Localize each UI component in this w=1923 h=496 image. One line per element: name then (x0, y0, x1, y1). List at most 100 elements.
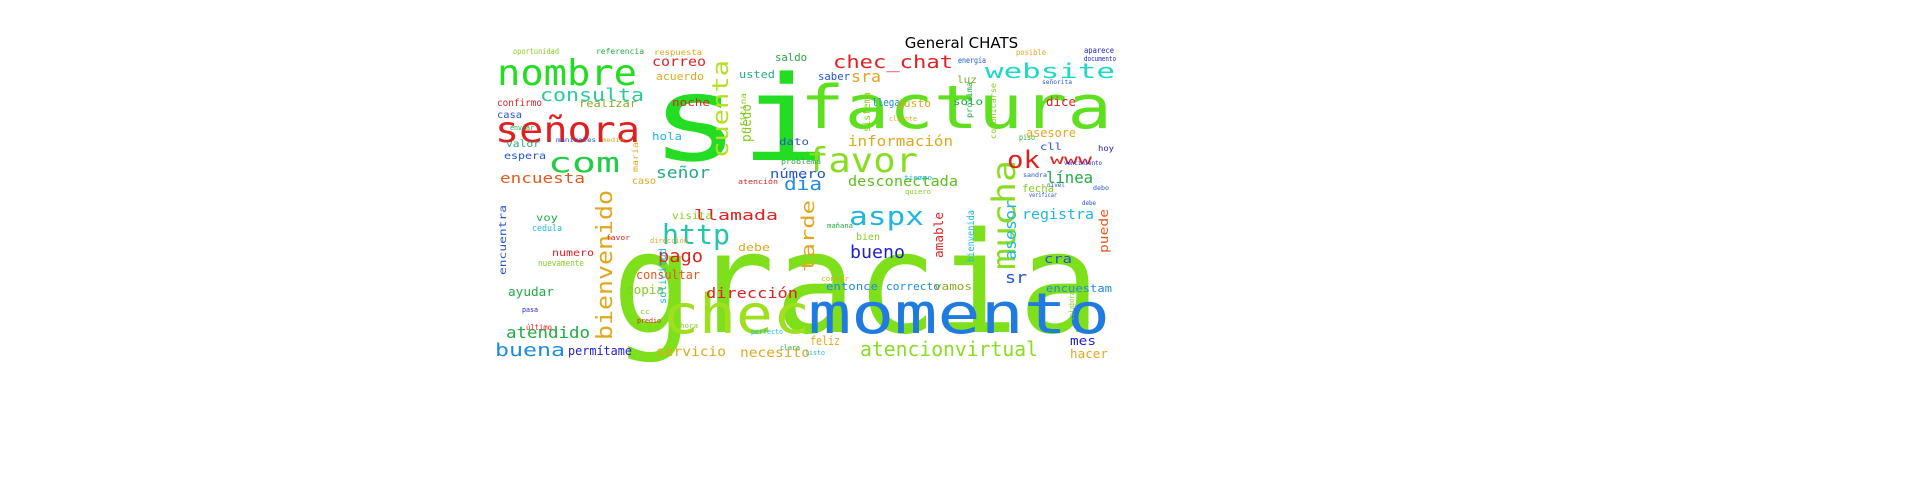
word-68: visita (672, 211, 712, 222)
word-33: número (770, 167, 826, 181)
word-70: solo (953, 97, 983, 108)
word-66: hola (652, 130, 682, 143)
word-56: amable (932, 212, 946, 258)
word-67: caso (632, 176, 656, 187)
word-3: momento (808, 282, 1110, 347)
word-23: señor (656, 163, 710, 182)
word-126: cc (640, 308, 650, 316)
word-93: documento (1084, 55, 1116, 63)
word-5: nombre (497, 53, 637, 94)
word-43: entonce (826, 280, 878, 293)
word-106: listo (805, 349, 825, 357)
word-44: correcto (886, 280, 940, 293)
word-120: tiempo (904, 174, 932, 182)
word-39: acuerdo (656, 70, 704, 83)
word-34: línea (1046, 168, 1093, 187)
word-25: información (848, 134, 953, 150)
word-125: hora (680, 322, 698, 330)
word-107: cliente (889, 115, 917, 123)
word-58: ayudar (508, 285, 554, 299)
word-111: dirección (650, 237, 688, 245)
word-83: puede (1097, 209, 1111, 253)
word-0: gracia (612, 203, 1100, 366)
word-45: encuestam (1046, 282, 1112, 295)
word-96: próxima (964, 82, 974, 118)
chart-title: General CHATS (904, 34, 1019, 52)
word-103: pasa (522, 306, 538, 314)
word-76: espera (504, 151, 546, 162)
word-97: piso (1019, 133, 1035, 142)
word-29: puedo (739, 104, 755, 142)
word-47: sra (851, 67, 881, 86)
word-22: pago (658, 246, 703, 267)
word-11: website (985, 59, 1115, 83)
word-88: referencia (596, 47, 644, 56)
word-13: bienvenido (593, 190, 618, 340)
word-35: registra (1022, 207, 1094, 223)
word-72: cll (1040, 142, 1062, 153)
word-65: noche (672, 96, 710, 109)
word-82: sistema (862, 92, 873, 132)
word-24: día (784, 174, 822, 195)
word-92: aparece (1084, 46, 1114, 55)
word-15: consulta (540, 85, 644, 106)
word-4: chec (662, 283, 810, 346)
word-114: sandra (1023, 172, 1047, 179)
word-18: atencionvirtual (860, 337, 1038, 361)
word-63: llega (872, 96, 900, 109)
word-69: dato (779, 137, 809, 148)
word-99: enviar (510, 124, 534, 132)
word-127: colaborar (1068, 288, 1076, 320)
word-21: tarde (798, 200, 819, 272)
word-85: bienvenida (966, 210, 977, 262)
word-117: nivel (1047, 182, 1065, 189)
word-16: aspx (849, 202, 924, 232)
word-28: asesor (1001, 200, 1020, 260)
word-109: quiero (905, 188, 931, 196)
word-118: señorita (1042, 79, 1072, 86)
word-6: señora (495, 110, 640, 151)
word-115: verificar (1029, 192, 1057, 199)
word-84: bien (856, 232, 880, 243)
word-89: respuesta (654, 48, 702, 57)
word-113: mañana (827, 222, 853, 230)
word-52: hacer (1070, 347, 1108, 361)
word-31: desconectada (848, 174, 958, 190)
word-1: si (650, 50, 830, 188)
word-73: casa (497, 110, 522, 121)
word-128: debe (1082, 200, 1096, 207)
word-12: cuenta (709, 60, 734, 158)
word-20: bueno (850, 242, 905, 263)
word-49: cra (1044, 252, 1072, 266)
word-98: hoy (1098, 144, 1114, 153)
word-26: encuesta (500, 171, 585, 187)
word-77: voy (536, 213, 558, 224)
word-53: feliz (810, 334, 840, 348)
word-108: contar (821, 275, 849, 283)
word-112: problema (781, 158, 821, 166)
word-40: realizar (579, 97, 637, 110)
word-90: energía (958, 56, 986, 65)
word-91: posible (1016, 48, 1046, 57)
word-123: favor (606, 234, 630, 242)
word-19: buena (495, 340, 565, 361)
word-104: perfecto (751, 328, 783, 336)
word-14: http (662, 218, 730, 251)
word-102: último (526, 323, 552, 332)
word-87: oportunidad (513, 47, 559, 56)
word-2: factura (800, 73, 1112, 143)
word-10: chec_chat (833, 52, 953, 73)
word-74: confirmo (497, 98, 542, 109)
word-32: dirección (706, 286, 798, 302)
word-95: comunicarse (989, 83, 998, 139)
word-59: permítame (568, 344, 632, 358)
word-54: vamos (934, 280, 972, 293)
word-105: clara (780, 344, 800, 352)
word-75: valor (506, 139, 540, 150)
word-121: medio (602, 137, 624, 144)
word-78: cedula (532, 224, 562, 234)
word-9: mucha (985, 160, 1023, 270)
word-62: saber (818, 70, 850, 83)
word-48: sr (1005, 268, 1027, 287)
